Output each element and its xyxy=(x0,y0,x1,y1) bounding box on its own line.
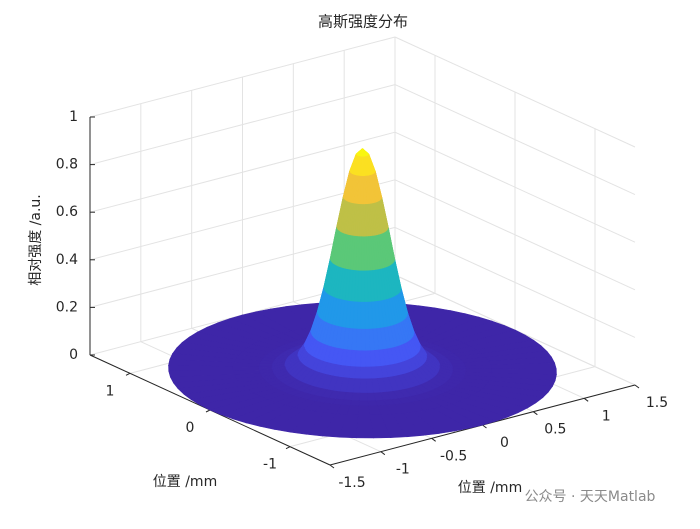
surface-patch xyxy=(356,301,362,330)
x-tick xyxy=(583,397,589,402)
surface-patch xyxy=(447,359,464,364)
z-axis-label: 相对强度 /a.u. xyxy=(28,194,44,286)
surface-patch xyxy=(354,366,361,380)
x-tick-label: -1.5 xyxy=(338,475,365,491)
x-tick xyxy=(482,424,487,429)
x-tick xyxy=(329,464,335,469)
z-tick-label: 0.4 xyxy=(56,252,78,268)
z-tick-label: 0.2 xyxy=(56,299,78,315)
x-tick xyxy=(380,451,386,456)
surface-patch xyxy=(360,301,366,330)
grid-line xyxy=(394,226,636,338)
z-tick-label: 1 xyxy=(69,109,78,125)
surface-patch xyxy=(259,360,275,365)
surface-patch xyxy=(367,400,378,407)
grid-line xyxy=(394,36,636,148)
z-tick-label: 0.6 xyxy=(56,204,78,220)
y-tick xyxy=(205,409,211,413)
grid-line xyxy=(89,84,396,166)
x-tick-label: -0.5 xyxy=(440,448,467,464)
chart-title: 高斯强度分布 xyxy=(318,13,408,31)
surface-patch xyxy=(364,328,371,352)
surface-patch xyxy=(360,350,367,368)
x-tick xyxy=(533,411,538,416)
surface-patch xyxy=(358,400,369,407)
surface-patch xyxy=(360,270,365,303)
grid-line xyxy=(394,131,636,243)
surface-patch xyxy=(361,148,364,158)
y-tick-label: 0 xyxy=(186,420,195,436)
x-axis-label: 位置 /mm xyxy=(458,480,522,496)
surface-patch xyxy=(352,378,361,394)
grid-line xyxy=(394,179,636,291)
y-tick-label: -1 xyxy=(263,457,277,473)
surface-patch xyxy=(351,392,361,402)
grid-line xyxy=(89,131,396,213)
surface-patch xyxy=(349,400,360,407)
z-tick-label: 0.8 xyxy=(56,157,78,173)
surface-patch xyxy=(359,392,368,402)
surface-patch xyxy=(361,156,364,177)
surface-patch xyxy=(358,405,371,416)
surface-patch xyxy=(464,364,493,370)
surface-patch xyxy=(364,301,370,330)
x-tick-label: 1.5 xyxy=(646,395,668,411)
surface-patch xyxy=(355,350,362,368)
y-axis-label: 位置 /mm xyxy=(153,474,217,490)
z-tick-label: 0 xyxy=(69,347,78,363)
surface-patch xyxy=(366,392,376,402)
surface-patch xyxy=(360,366,367,380)
surface-patch xyxy=(365,350,372,368)
surface-patch xyxy=(360,328,366,352)
surface-patch xyxy=(361,175,364,205)
y-tick-label: 1 xyxy=(106,383,115,399)
surface-patch xyxy=(361,204,365,238)
surface-patch xyxy=(357,270,362,303)
watermark: 公众号 · 天天Matlab xyxy=(525,489,656,505)
x-tick xyxy=(634,384,640,389)
y-tick xyxy=(125,372,131,376)
x-tick-label: 1 xyxy=(602,408,611,424)
x-tick-label: 0 xyxy=(500,435,509,451)
surface-patch xyxy=(356,328,362,352)
grid-line xyxy=(89,36,396,118)
surface-patch xyxy=(359,378,368,394)
x-tick xyxy=(431,437,436,442)
surface-patch xyxy=(361,236,365,272)
x-tick-label: 0.5 xyxy=(544,422,566,438)
y-tick xyxy=(285,446,291,450)
grid-line xyxy=(394,84,636,196)
x-tick-label: -1 xyxy=(396,462,410,478)
surface-patch xyxy=(365,366,373,380)
surface-patch xyxy=(356,414,374,439)
